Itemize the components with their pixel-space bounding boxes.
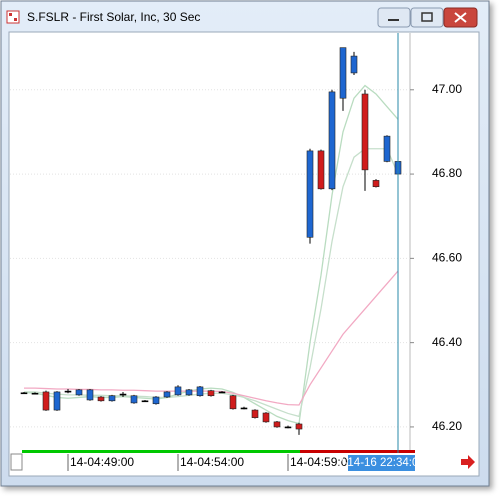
- app-icon-dot: [14, 18, 17, 21]
- cursor-label: 7-14-16 22:34:00: [337, 457, 425, 469]
- candle-body: [130, 395, 138, 404]
- y-tick-label: 46.80: [432, 166, 462, 180]
- minimize-button[interactable]: [377, 7, 411, 28]
- candle-body: [229, 395, 237, 410]
- plot: 46.20 46.40 46.60 46.80 47.00 14-04:49:00 14-0…: [10, 33, 462, 471]
- candle-body: [350, 55, 358, 74]
- close-icon: [454, 12, 467, 23]
- app-icon-dot: [9, 13, 12, 16]
- candle-body: [108, 395, 116, 402]
- candle-body: [97, 396, 105, 402]
- x-tick-label: 14-04:59:00: [290, 455, 354, 469]
- maximize-icon: [421, 12, 433, 22]
- candle-body: [372, 180, 380, 188]
- scroll-checkbox[interactable]: [10, 453, 23, 471]
- candle-body: [174, 386, 182, 396]
- candle-body: [317, 150, 325, 190]
- candle-body: [218, 391, 226, 394]
- y-tick-label: 46.40: [432, 335, 462, 349]
- candle-body: [119, 393, 127, 396]
- maximize-button[interactable]: [410, 7, 444, 28]
- session-bar-red: [300, 450, 415, 453]
- candle-body: [295, 423, 303, 430]
- candle-body: [328, 91, 336, 190]
- candle-body: [196, 386, 204, 397]
- y-tick-label: 46.20: [432, 419, 462, 433]
- candle-body: [284, 426, 292, 429]
- candle-body: [383, 135, 391, 162]
- candle-body: [251, 409, 259, 418]
- minimize-icon: [388, 19, 399, 21]
- candle-body: [163, 391, 171, 398]
- candle-body: [20, 392, 28, 395]
- cursor-label-box: [348, 455, 415, 471]
- x-tick-label: 14-04:54:00: [180, 455, 244, 469]
- x-tick-label: 14-04:49:00: [70, 455, 134, 469]
- candle-body: [141, 400, 149, 403]
- window-title: S.FSLR - First Solar, Inc, 30 Sec: [27, 10, 200, 24]
- app-icon: [6, 10, 20, 24]
- candle-body: [273, 421, 281, 428]
- session-bar-green: [22, 450, 300, 453]
- candle-body: [31, 392, 39, 395]
- candle-body: [86, 389, 94, 401]
- client-area: [8, 31, 480, 477]
- candle-body: [75, 389, 83, 396]
- scroll-right-arrow[interactable]: [461, 455, 475, 469]
- candle-body: [306, 150, 314, 238]
- y-tick-label: 46.60: [432, 251, 462, 265]
- candle-body: [152, 396, 160, 405]
- candle-body: [53, 391, 61, 411]
- candle-body: [64, 390, 72, 393]
- candle-body: [185, 389, 193, 396]
- candle-body: [42, 391, 50, 411]
- candle-body: [262, 412, 270, 423]
- candle-body: [361, 93, 369, 171]
- y-tick-label: 47.00: [432, 82, 462, 96]
- moving-average: [23, 84, 399, 425]
- candle-body: [240, 407, 248, 410]
- candle-body: [207, 390, 215, 397]
- candle-body: [339, 47, 347, 99]
